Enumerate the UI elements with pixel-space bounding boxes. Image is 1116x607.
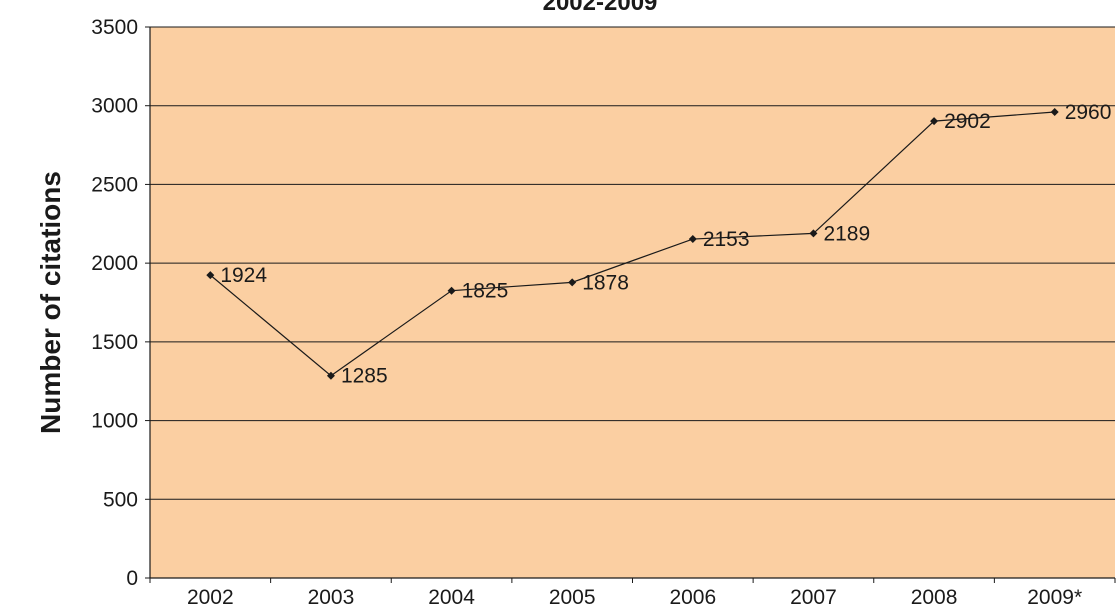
x-tick-label: 2009*: [1027, 586, 1082, 607]
chart-title: 2002-2009: [543, 0, 658, 16]
y-tick-label: 1500: [91, 331, 138, 354]
x-tick-label: 2005: [549, 586, 596, 607]
data-series: [206, 108, 1059, 380]
x-tick-label: 2007: [790, 586, 837, 607]
data-point: [568, 278, 577, 287]
x-axis: 2002 2003 2004 2005 2006 2007 2008 2009*: [149, 577, 1116, 607]
data-point: [809, 229, 818, 238]
x-tick-label: 2006: [669, 586, 716, 607]
data-label: 1924: [220, 264, 267, 287]
y-tick-label: 3500: [91, 16, 138, 39]
y-axis-title: Number of citations: [35, 171, 66, 434]
y-tick-label: 3000: [91, 95, 138, 118]
data-label: 2902: [944, 110, 991, 133]
x-tick-label: 2008: [911, 586, 958, 607]
data-label: 2153: [703, 228, 750, 251]
y-tick-label: 0: [126, 567, 138, 590]
plot-area: [150, 27, 1115, 578]
data-label: 1878: [582, 271, 629, 294]
y-tick-label: 1000: [91, 410, 138, 433]
x-tick-label: 2003: [308, 586, 355, 607]
y-tick-label: 2000: [91, 252, 138, 275]
series-line: [209, 111, 1055, 377]
y-axis: 0 500 1000 1500 2000 2500 3000 3500: [91, 16, 151, 590]
data-label: 2960: [1065, 101, 1112, 124]
y-tick-label: 500: [103, 488, 138, 511]
data-point: [1050, 108, 1059, 117]
y-tick-label: 2500: [91, 173, 138, 196]
data-labels: 1924 1285 1825 1878 2153 2189 2902 2960: [220, 101, 1111, 388]
data-label: 2189: [823, 222, 870, 245]
data-point: [688, 235, 697, 244]
x-tick-label: 2004: [428, 586, 475, 607]
data-label: 1825: [462, 280, 509, 303]
grid-lines: [150, 26, 1115, 500]
data-point: [326, 371, 335, 380]
data-label: 1285: [341, 365, 388, 388]
x-tick-label: 2002: [187, 586, 234, 607]
data-point: [206, 271, 215, 280]
data-point: [930, 117, 939, 126]
data-point: [447, 286, 456, 295]
